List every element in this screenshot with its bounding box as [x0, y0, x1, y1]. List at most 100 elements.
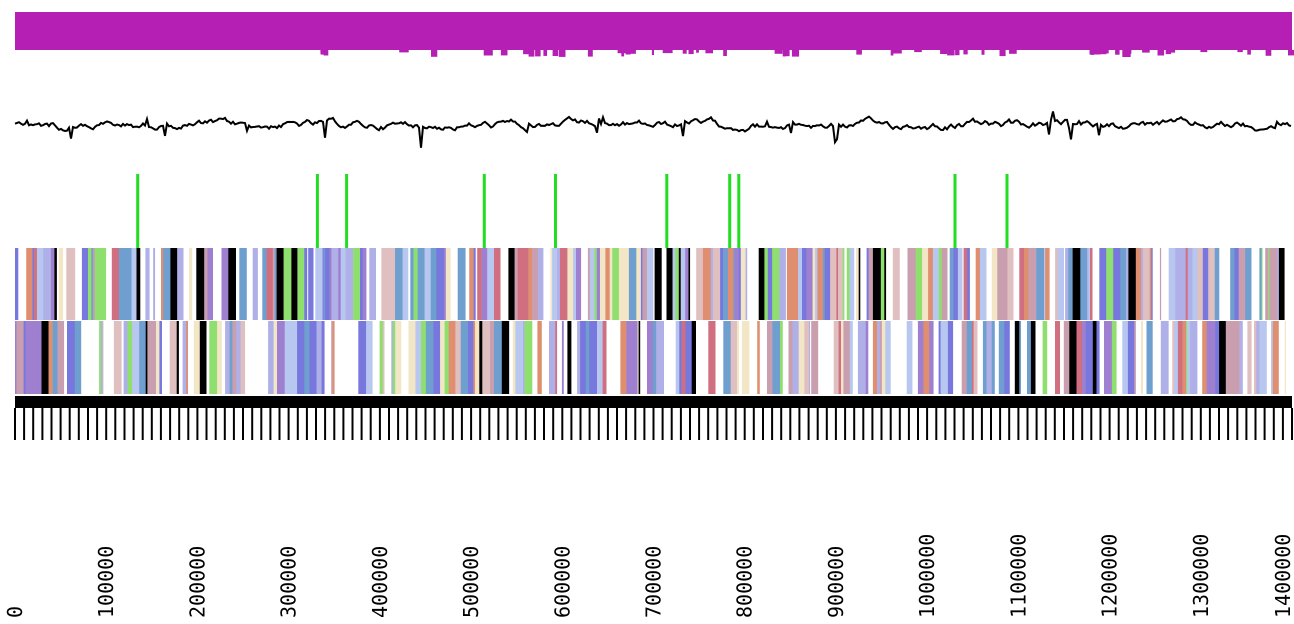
feature-stripe [730, 321, 738, 394]
feature-stripe [1057, 248, 1065, 320]
feature-stripe [151, 248, 154, 320]
feature-stripe [929, 321, 934, 394]
feature-stripe [846, 248, 850, 320]
feature-stripe [273, 321, 278, 394]
feature-stripe [290, 321, 298, 394]
feature-stripe [139, 321, 147, 394]
feature-stripe [581, 248, 589, 320]
feature-stripe [524, 321, 533, 394]
feature-stripe [125, 248, 132, 320]
feature-stripe [268, 321, 274, 394]
feature-stripe [482, 321, 491, 394]
feature-stripe [127, 321, 133, 394]
ruler-tick [251, 408, 254, 440]
feature-stripe [196, 248, 205, 320]
feature-stripe [723, 248, 729, 320]
feature-stripe [473, 248, 477, 320]
feature-stripe [822, 248, 826, 320]
ruler-tick [570, 408, 573, 440]
ruler-tick [1090, 408, 1093, 440]
feature-stripe [991, 321, 996, 394]
feature-stripe [922, 248, 929, 320]
feature-stripe [589, 321, 598, 394]
band-spike [696, 50, 699, 53]
ruler-tick [232, 408, 235, 440]
feature-stripe [388, 321, 392, 394]
band-spike [705, 50, 713, 54]
feature-stripe [1055, 248, 1058, 320]
feature-stripe [366, 321, 373, 394]
band-spike [955, 50, 960, 56]
feature-stripe [947, 248, 951, 320]
feature-stripe [498, 248, 501, 320]
feature-stripe [229, 321, 233, 394]
ruler-tick [150, 408, 153, 440]
band-spike [587, 50, 593, 57]
feature-stripe [118, 248, 126, 320]
feature-stripe [189, 248, 193, 320]
feature-stripe [1230, 248, 1235, 320]
feature-stripe [938, 248, 943, 320]
feature-stripe [902, 321, 907, 394]
feature-stripe [957, 321, 962, 394]
ruler-tick [880, 408, 883, 440]
feature-stripe [358, 321, 367, 394]
band-spike [914, 50, 922, 53]
feature-stripe [332, 321, 335, 394]
feature-stripe [245, 321, 254, 394]
feature-stripe [274, 248, 277, 320]
feature-stripe [272, 248, 276, 320]
feature-stripe [1172, 321, 1175, 394]
feature-stripe [759, 321, 768, 394]
feature-stripe [1128, 248, 1137, 320]
feature-stripe [176, 321, 180, 394]
feature-stripe [626, 321, 634, 394]
axis-tick-label: 1200000 [1098, 534, 1122, 618]
feature-stripe [500, 248, 505, 320]
feature-stripe [685, 248, 689, 320]
feature-stripe [868, 321, 874, 394]
feature-stripe [1251, 248, 1260, 320]
ruler-tick [23, 408, 26, 440]
feature-stripe [331, 248, 339, 320]
ruler-tick [552, 408, 555, 440]
feature-marker [1005, 174, 1009, 251]
feature-stripe [577, 321, 581, 394]
feature-stripe [408, 321, 416, 394]
feature-stripe [1096, 321, 1100, 394]
feature-stripe [885, 321, 892, 394]
band-spike [535, 50, 541, 57]
feature-stripe [1168, 321, 1173, 394]
feature-stripe [1135, 248, 1142, 320]
ruler-tick [789, 408, 792, 440]
feature-marker [737, 174, 741, 251]
ruler-tick [971, 408, 974, 440]
feature-stripe [941, 248, 948, 320]
feature-stripe [228, 248, 237, 320]
feature-stripe [369, 248, 377, 320]
feature-stripe [1024, 248, 1029, 320]
feature-stripe [161, 248, 164, 320]
feature-stripe [131, 248, 137, 320]
ruler-tick [406, 408, 409, 440]
band-spike [783, 50, 790, 57]
feature-stripe [967, 248, 971, 320]
feature-stripe [879, 321, 883, 394]
feature-stripe [509, 321, 514, 394]
feature-stripe [997, 248, 1000, 320]
band-spike [940, 50, 948, 54]
ruler-tick [515, 408, 518, 440]
feature-stripe [890, 321, 897, 394]
ruler-tick [898, 408, 901, 440]
feature-stripe [16, 321, 24, 394]
feature-stripe [1284, 248, 1289, 320]
feature-stripe [741, 321, 750, 394]
feature-stripe [811, 321, 819, 394]
top-band-spikes [320, 50, 1294, 57]
ruler-tick [871, 408, 874, 440]
feature-stripe [896, 321, 903, 394]
feature-stripe [880, 248, 885, 320]
feature-stripe [1065, 248, 1069, 320]
ruler-tick [862, 408, 865, 440]
feature-stripe [580, 321, 587, 394]
